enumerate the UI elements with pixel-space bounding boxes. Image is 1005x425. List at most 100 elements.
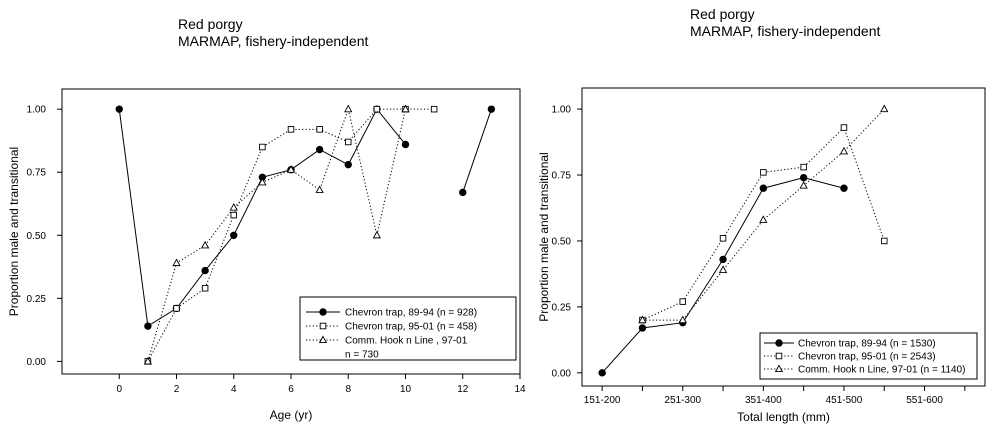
chart2-xtick-label: 451-500 xyxy=(826,395,863,406)
chart2-series-2-point xyxy=(719,235,727,242)
chart2-legend-label: Chevron trap, 95-01 (n = 2543) xyxy=(798,352,936,363)
chart2-series-2-point xyxy=(760,169,767,176)
chart1-series-3-point xyxy=(143,356,153,365)
chart1-series-3-point xyxy=(258,177,267,186)
chart1-series-2-point xyxy=(430,105,438,113)
chart2-ytick-label: 0.25 xyxy=(552,302,572,313)
chart2-ytick-label: 1.00 xyxy=(552,105,572,116)
chart2-series-1-point xyxy=(799,173,808,182)
chart1-legend-label-line2: n = 730 xyxy=(345,350,379,361)
chart2-series-1-point xyxy=(840,184,848,192)
chart1-series-3-point xyxy=(200,240,210,249)
chart2-subtitle: MARMAP, fishery-independent xyxy=(690,23,881,39)
chart2-series-3-point xyxy=(759,215,768,223)
chart2-series-3-point xyxy=(799,181,808,189)
chart1-series-2-point xyxy=(345,138,352,146)
chart2-xtick-label: 251-300 xyxy=(664,395,701,406)
chart1-series-1-point xyxy=(487,105,496,113)
chart2-series-3-point xyxy=(880,104,889,113)
chart1-legend-box xyxy=(299,296,517,361)
chart2-series-1-point xyxy=(719,255,727,264)
chart2-series-2-point xyxy=(881,237,888,245)
chart1-ytick-label: 1.00 xyxy=(27,105,47,116)
chart1-legend-label: Chevron trap, 95-01 (n = 458) xyxy=(345,322,477,333)
chart2-legend-swatch-marker xyxy=(775,339,783,347)
chart1-series-2-point xyxy=(259,143,266,151)
chart2-series-3-point xyxy=(839,146,849,155)
chart2-title: Red porgy xyxy=(690,6,755,22)
chart2-xtick-label: 351-400 xyxy=(745,395,782,406)
chart1-series-1-point xyxy=(344,160,352,169)
chart2-xtick-label: 551-600 xyxy=(906,395,943,406)
chart1-series-1-line xyxy=(118,108,406,327)
chart1-xtick-label: 8 xyxy=(345,384,351,395)
chart1-xtick-label: 10 xyxy=(400,384,412,395)
chart2-series-2-line xyxy=(642,126,885,321)
chart2-legend-swatch-marker xyxy=(774,364,784,373)
chart1-series-3-point xyxy=(315,185,324,193)
chart1-ytick-label: 0.25 xyxy=(27,294,47,305)
chart2-series-2-point xyxy=(679,298,687,305)
chart2-series-3-point xyxy=(638,315,647,324)
chart1-series-1-point xyxy=(459,188,467,197)
chart1-ytick-label: 0.00 xyxy=(27,357,47,368)
chart1-series-3-line xyxy=(147,107,406,362)
chart1-series-1-point xyxy=(144,322,152,330)
chart1-series-2-point xyxy=(287,126,295,133)
chart2-series-1-point xyxy=(638,324,647,332)
chart2-ytick-label: 0.00 xyxy=(552,368,572,379)
chart1-series-3-point xyxy=(172,258,181,267)
chart1-series-1-line xyxy=(462,109,492,193)
chart1-series-2-point xyxy=(230,211,237,219)
chart2-ytick-label: 0.75 xyxy=(552,171,572,182)
chart1-title-block: Red porgy MARMAP, fishery-independent xyxy=(178,16,368,50)
chart1-xtick-label: 2 xyxy=(174,384,180,395)
chart1-series-2-point xyxy=(316,126,323,133)
chart2-legend-box xyxy=(759,332,978,380)
chart1-series-3-point xyxy=(229,203,238,211)
chart1-series-2-point xyxy=(173,305,180,312)
chart1-series-1-point xyxy=(401,140,410,149)
chart1-series-1-point xyxy=(115,105,123,113)
chart2-series-1-point xyxy=(759,184,768,192)
chart1-xlabel: Age (yr) xyxy=(270,408,313,422)
chart1-xtick-label: 4 xyxy=(231,384,237,395)
chart2-plot-frame xyxy=(581,87,986,387)
chart1-legend-label: Chevron trap, 89-94 (n = 928) xyxy=(345,308,477,319)
chart2-series-2-point xyxy=(840,124,848,131)
chart2-xlabel: Total length (mm) xyxy=(737,410,830,424)
chart2-title-block: Red porgy MARMAP, fishery-independent xyxy=(690,6,880,40)
chart2-series-2-point xyxy=(800,163,807,171)
chart1-subtitle: MARMAP, fishery-independent xyxy=(178,33,369,49)
chart1-series-1-point xyxy=(230,231,238,239)
chart2-legend-label: Chevron trap, 89-94 (n = 1530) xyxy=(798,339,936,350)
chart1-series-2-point xyxy=(201,284,209,292)
chart2-xtick-label: 151-200 xyxy=(584,395,621,406)
chart1-series-3-point xyxy=(286,165,296,173)
chart1-series-3-point xyxy=(344,104,353,113)
chart1-series-3-point xyxy=(372,230,382,239)
chart1-ytick-label: 0.75 xyxy=(27,168,47,179)
chart1-xtick-label: 12 xyxy=(457,384,469,395)
chart2-legend-swatch-marker xyxy=(775,352,783,360)
chart2-ylabel: Proportion male and transitional xyxy=(537,152,551,321)
chart2-series-1-point xyxy=(598,369,606,377)
chart1-series-2-point xyxy=(373,105,381,113)
chart1-legend-swatch-marker xyxy=(319,322,327,330)
chart1-legend-label: Comm. Hook n Line , 97-01 xyxy=(345,336,468,347)
chart1-xtick-label: 14 xyxy=(514,384,526,395)
chart1-ytick-label: 0.50 xyxy=(27,231,47,242)
chart1-xtick-label: 0 xyxy=(116,384,122,395)
chart2-series-3-point xyxy=(678,315,687,324)
chart1-xtick-label: 6 xyxy=(288,384,294,395)
chart2-legend-label: Comm. Hook n Line, 97-01 (n = 1140) xyxy=(798,365,965,376)
chart2-series-3-point xyxy=(718,265,728,274)
chart1-legend-swatch-marker xyxy=(318,335,328,344)
chart2-series-3-line xyxy=(642,108,885,321)
chart1-title: Red porgy xyxy=(178,16,243,32)
chart1-ylabel: Proportion male and transitional xyxy=(7,147,21,316)
chart2-ytick-label: 0.50 xyxy=(552,236,572,247)
chart1-legend-swatch-marker xyxy=(319,308,327,316)
chart1-series-3-point xyxy=(401,104,410,113)
